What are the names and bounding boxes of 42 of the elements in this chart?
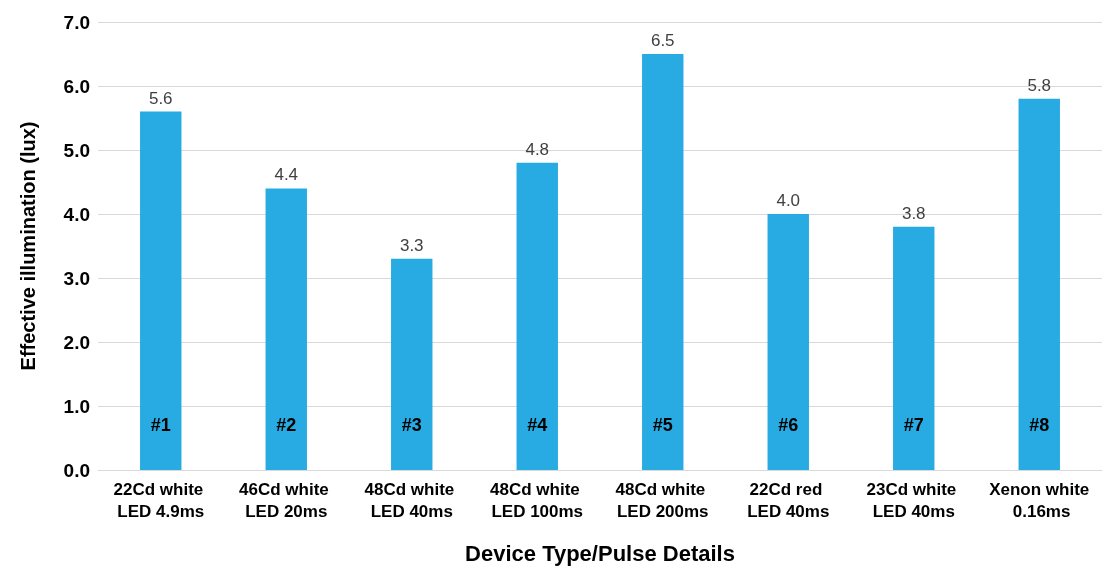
data-label: 5.6 (148, 88, 173, 108)
annotation: #5 (652, 415, 673, 435)
y-tick-label: 3.0 (63, 267, 90, 289)
annotation: #8 (1029, 415, 1050, 435)
x-tick-label: 46Cd white LED 20ms (239, 479, 334, 521)
bar (767, 214, 809, 470)
data-label: 4.4 (274, 165, 299, 185)
y-tick-label: 1.0 (63, 395, 90, 417)
annotation: #6 (778, 415, 799, 435)
y-tick-label: 4.0 (63, 203, 90, 225)
annotation: #2 (276, 415, 297, 435)
x-axis-title: Device Type/Pulse Details (465, 540, 735, 566)
y-tick-label: 5.0 (63, 139, 90, 161)
x-tick-label: 22Cd white LED 4.9ms (113, 479, 208, 521)
y-tick-label: 0.0 (63, 459, 90, 481)
annotation: #3 (401, 415, 422, 435)
bar (893, 226, 935, 470)
bar (642, 54, 684, 470)
x-tick-label: 23Cd white LED 40ms (866, 479, 961, 521)
data-label: 4.8 (525, 139, 550, 159)
x-tick-label: 22Cd red LED 40ms (747, 479, 830, 521)
x-tick-label: 48Cd white LED 100ms (490, 479, 585, 521)
bar (516, 162, 558, 470)
bar (140, 111, 182, 470)
bar (265, 188, 307, 470)
y-tick-label: 2.0 (63, 331, 90, 353)
data-label: 3.8 (901, 203, 926, 223)
annotation: #7 (903, 415, 924, 435)
data-label: 3.3 (399, 235, 424, 255)
data-label: 5.8 (1027, 75, 1052, 95)
x-tick-label: 48Cd white LED 200ms (615, 479, 710, 521)
y-tick-label: 7.0 (63, 11, 90, 33)
annotation: #1 (150, 415, 171, 435)
data-label: 6.5 (650, 31, 675, 50)
bar (391, 258, 433, 470)
y-tick-label: 6.0 (63, 75, 90, 97)
annotation: #4 (527, 415, 548, 435)
bar (1018, 98, 1060, 470)
data-label: 4.0 (776, 191, 801, 210)
y-axis-title: Effective illumination (lux) (17, 121, 39, 371)
x-tick-label: 48Cd white LED 40ms (364, 479, 459, 521)
x-tick-label: Xenon white 0.16ms (989, 479, 1090, 521)
